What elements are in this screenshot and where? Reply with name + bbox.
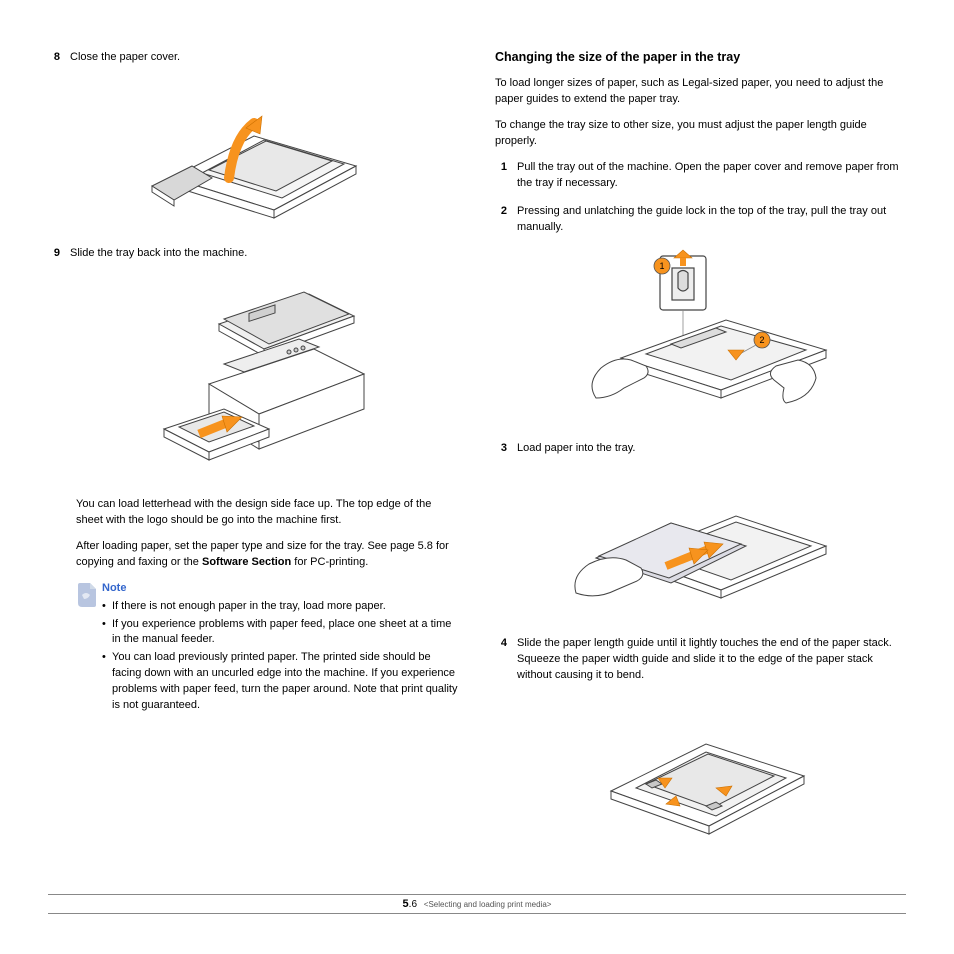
figure-step9 <box>48 274 459 479</box>
step-8: 8 Close the paper cover. <box>48 50 459 66</box>
step-text: Close the paper cover. <box>70 50 459 66</box>
step-text: Slide the tray back into the machine. <box>70 246 459 262</box>
step-number: 3 <box>495 441 517 457</box>
software-section-ref: Software Section <box>202 556 291 568</box>
svg-text:2: 2 <box>759 335 764 345</box>
chapter-title: <Selecting and loading print media> <box>424 900 552 909</box>
note-content: Note If there is not enough paper in the… <box>102 581 459 717</box>
para-text-c: for PC-printing. <box>291 556 368 568</box>
step-3: 3 Load paper into the tray. <box>495 441 906 457</box>
step-number: 4 <box>495 636 517 684</box>
note-item: You can load previously printed paper. T… <box>102 650 459 714</box>
intro-1: To load longer sizes of paper, such as L… <box>495 76 906 108</box>
right-column: Changing the size of the paper in the tr… <box>495 50 906 870</box>
guide-lock-illustration: 1 2 <box>566 248 836 418</box>
figure-step4 <box>495 696 906 846</box>
intro-2: To change the tray size to other size, y… <box>495 118 906 150</box>
step-2: 2 Pressing and unlatching the guide lock… <box>495 204 906 236</box>
figure-step8 <box>48 78 459 228</box>
step-number: 1 <box>495 160 517 192</box>
step-text: Pressing and unlatching the guide lock i… <box>517 204 906 236</box>
step-number: 8 <box>48 50 70 66</box>
left-column: 8 Close the paper cover. <box>48 50 459 870</box>
svg-text:1: 1 <box>659 261 664 271</box>
step-4: 4 Slide the paper length guide until it … <box>495 636 906 684</box>
step-text: Pull the tray out of the machine. Open t… <box>517 160 906 192</box>
length-guide-illustration <box>586 696 816 841</box>
tray-cover-illustration <box>134 78 374 223</box>
load-paper-illustration <box>571 468 831 613</box>
note-item: If there is not enough paper in the tray… <box>102 599 459 615</box>
figure-step2: 1 2 <box>495 248 906 423</box>
page-number-minor: .6 <box>409 899 417 910</box>
para-after-loading: After loading paper, set the paper type … <box>76 539 459 571</box>
note-item: If you experience problems with paper fe… <box>102 617 459 649</box>
section-title: Changing the size of the paper in the tr… <box>495 50 906 64</box>
printer-illustration <box>124 274 384 474</box>
step-number: 2 <box>495 204 517 236</box>
note-list: If there is not enough paper in the tray… <box>102 599 459 715</box>
para-letterhead: You can load letterhead with the design … <box>76 497 459 529</box>
page-footer: 5.6 <Selecting and loading print media> <box>48 894 906 914</box>
step-number: 9 <box>48 246 70 262</box>
note-block: Note If there is not enough paper in the… <box>76 581 459 717</box>
page-columns: 8 Close the paper cover. <box>48 50 906 870</box>
note-title: Note <box>102 581 459 597</box>
step-1: 1 Pull the tray out of the machine. Open… <box>495 160 906 192</box>
step-text: Load paper into the tray. <box>517 441 906 457</box>
step-9: 9 Slide the tray back into the machine. <box>48 246 459 262</box>
step-text: Slide the paper length guide until it li… <box>517 636 906 684</box>
figure-step3 <box>495 468 906 618</box>
note-icon <box>76 581 102 717</box>
